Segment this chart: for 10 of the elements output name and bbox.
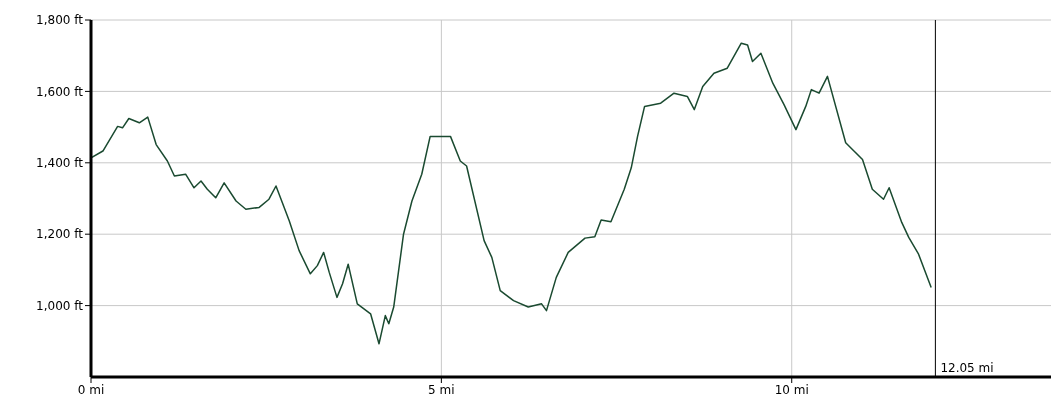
x-tick-label: 0 mi	[77, 382, 105, 397]
ref-line-label: 12.05 mi	[940, 361, 994, 375]
y-tick-label: 1,000 ft	[36, 298, 84, 313]
y-tick-label: 1,200 ft	[36, 227, 84, 242]
x-tick-label: 10 mi	[774, 382, 809, 397]
x-tick-label: 5 mi	[428, 382, 455, 397]
y-tick-label: 1,600 ft	[36, 84, 84, 99]
y-tick-label: 1,400 ft	[36, 156, 84, 171]
y-tick-label: 1,800 ft	[36, 13, 84, 28]
line-series	[91, 42, 932, 345]
